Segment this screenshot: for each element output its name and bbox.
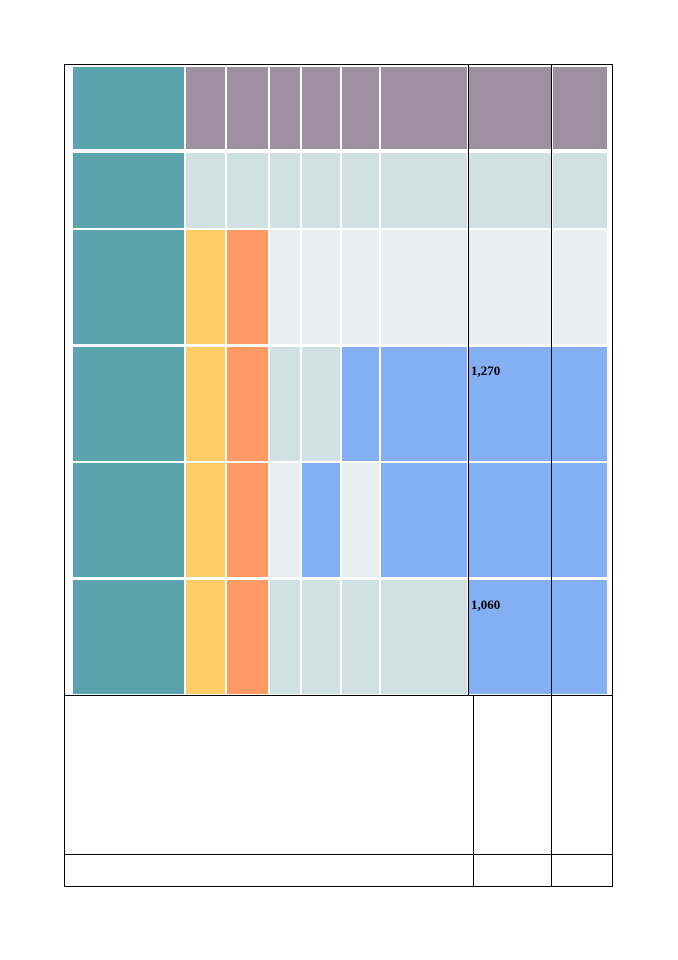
row2-cell	[302, 153, 340, 228]
row6-cell-blue	[553, 580, 607, 694]
row6-cell-yellow	[186, 580, 225, 694]
row6-cell-orange	[227, 580, 268, 694]
table-divider	[64, 695, 613, 696]
row5-cell	[270, 463, 300, 577]
row3-cell-yellow	[186, 230, 225, 344]
row3-cell-orange	[227, 230, 268, 344]
document-frame	[64, 64, 613, 887]
row2-cell	[227, 153, 268, 228]
column-divider	[551, 64, 552, 695]
row3-cell	[342, 230, 379, 344]
row4-value: 1,270	[471, 363, 501, 378]
row5-cell-blue	[469, 463, 553, 577]
row5-label-cell	[73, 463, 184, 577]
row6-cell	[342, 580, 379, 694]
row3-cell	[270, 230, 300, 344]
row5-cell	[342, 463, 379, 577]
row2-cell	[342, 153, 379, 228]
row4-cell-blue	[381, 347, 467, 461]
row6-cell	[302, 580, 340, 694]
header-cell-3	[227, 67, 268, 149]
table-divider	[64, 854, 613, 855]
row-header-cell-1	[73, 67, 184, 149]
header-cell-5	[302, 67, 340, 149]
row4-cell-orange	[227, 347, 268, 461]
row2-cell	[381, 153, 467, 228]
row5-cell-blue	[302, 463, 340, 577]
row4-cell-blue	[469, 347, 553, 461]
header-cell-6	[342, 67, 379, 149]
row2-cell	[469, 153, 551, 228]
row6-cell	[381, 580, 467, 694]
row5-cell-orange	[227, 463, 268, 577]
row6-cell-blue	[469, 580, 553, 694]
header-cell-8	[469, 67, 551, 149]
row4-cell	[302, 347, 340, 461]
row6-value: 1,060	[471, 597, 501, 612]
row6-cell	[270, 580, 300, 694]
header-cell-9	[553, 67, 607, 149]
row2-cell	[270, 153, 300, 228]
row4-cell-yellow	[186, 347, 225, 461]
row5-cell-yellow	[186, 463, 225, 577]
header-cell-2	[186, 67, 225, 149]
header-cell-4	[270, 67, 300, 149]
row2-cell	[186, 153, 225, 228]
row4-cell	[270, 347, 300, 461]
row2-label-cell	[73, 153, 184, 228]
row3-cell	[553, 230, 607, 344]
row5-cell-blue	[381, 463, 467, 577]
row5-cell-blue	[553, 463, 607, 577]
column-divider	[468, 64, 469, 695]
row2-cell	[553, 153, 607, 228]
row3-cell	[381, 230, 467, 344]
row3-cell	[469, 230, 551, 344]
column-divider	[473, 695, 474, 886]
row3-cell	[302, 230, 340, 344]
row4-cell-blue	[342, 347, 379, 461]
row4-label-cell	[73, 347, 184, 461]
row4-cell-blue	[553, 347, 607, 461]
column-divider	[551, 695, 552, 886]
row3-label-cell	[73, 230, 184, 344]
header-cell-7	[381, 67, 467, 149]
row6-label-cell	[73, 580, 184, 694]
